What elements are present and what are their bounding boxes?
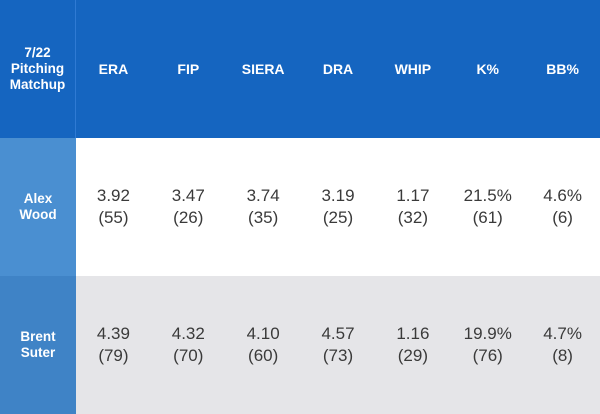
column-header-k-pct: K% [476, 61, 499, 77]
stat-rank: (70) [173, 346, 204, 365]
stat-dra: 3.19 (25) [301, 138, 376, 276]
column-header-dra: DRA [322, 61, 354, 77]
stat-rank: (35) [248, 208, 279, 227]
stat-k-pct: 19.9% (76) [450, 276, 525, 414]
stat-value: 3.74 [246, 186, 280, 205]
table-row: Brent Suter 4.39 (79) 4.32 (70) 4.10 (60… [0, 276, 600, 414]
column-header-siera: SIERA [241, 61, 285, 77]
stat-value: 4.7% [543, 324, 582, 343]
stat-k-pct: 21.5% (61) [450, 138, 525, 276]
stat-fip: 3.47 (26) [151, 138, 226, 276]
stat-era: 3.92 (55) [76, 138, 151, 276]
stat-bb-pct: 4.7% (8) [525, 276, 600, 414]
stat-value: 21.5% [463, 186, 512, 205]
stat-value: 4.39 [96, 324, 130, 343]
stat-rank: (29) [397, 346, 428, 365]
stat-rank: (79) [98, 346, 129, 365]
pitcher-last-name: Suter [20, 345, 56, 360]
stat-rank: (55) [98, 208, 129, 227]
stat-value: 1.17 [396, 186, 430, 205]
stat-rank: (60) [248, 346, 279, 365]
stat-value: 4.10 [246, 324, 280, 343]
stat-siera: 3.74 (35) [226, 138, 301, 276]
stat-era: 4.39 (79) [76, 276, 151, 414]
stat-value: 4.32 [171, 324, 205, 343]
stat-cells: 3.92 (55) 3.47 (26) 3.74 (35) 3.19 (25) … [76, 138, 600, 276]
header-row: 7/22 Pitching Matchup ERA FIP SIERA DRA … [0, 0, 600, 138]
stat-value: 4.57 [321, 324, 355, 343]
stat-rank: (26) [173, 208, 204, 227]
matchup-title-line3: Matchup [9, 77, 66, 92]
stat-fip: 4.32 (70) [151, 276, 226, 414]
table-row: Alex Wood 3.92 (55) 3.47 (26) 3.74 (35) … [0, 138, 600, 276]
matchup-date: 7/22 [24, 45, 51, 60]
stat-value: 3.47 [171, 186, 205, 205]
stat-dra: 4.57 (73) [301, 276, 376, 414]
pitcher-name: Brent Suter [0, 276, 76, 414]
pitcher-first-name: Brent [20, 329, 56, 344]
stat-rank: (76) [472, 346, 503, 365]
stat-value: 3.19 [321, 186, 355, 205]
stat-siera: 4.10 (60) [226, 276, 301, 414]
column-header-whip: WHIP [394, 61, 432, 77]
stat-rank: (61) [472, 208, 503, 227]
stat-rank: (32) [397, 208, 428, 227]
column-header-bb-pct: BB% [546, 61, 579, 77]
stat-rank: (73) [322, 346, 354, 365]
column-header-era: ERA [98, 61, 129, 77]
stat-rank: (25) [322, 208, 354, 227]
stat-value: 19.9% [463, 324, 512, 343]
column-header-fip: FIP [177, 61, 200, 77]
stat-rank: (8) [552, 346, 573, 365]
matchup-title: 7/22 Pitching Matchup [0, 0, 76, 138]
stat-whip: 1.16 (29) [375, 276, 450, 414]
stat-value: 3.92 [96, 186, 130, 205]
stat-whip: 1.17 (32) [375, 138, 450, 276]
pitcher-name: Alex Wood [0, 138, 76, 276]
stat-rank: (6) [552, 208, 573, 227]
matchup-title-line2: Pitching [10, 61, 65, 76]
stat-value: 1.16 [396, 324, 430, 343]
stat-value: 4.6% [543, 186, 582, 205]
stat-cells: 4.39 (79) 4.32 (70) 4.10 (60) 4.57 (73) … [76, 276, 600, 414]
stat-bb-pct: 4.6% (6) [525, 138, 600, 276]
